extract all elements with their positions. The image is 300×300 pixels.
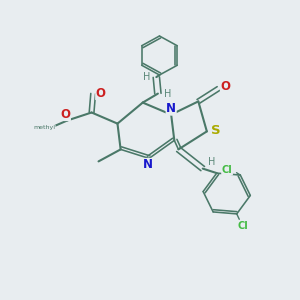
Text: H: H [164,88,172,99]
Text: Cl: Cl [237,221,248,232]
Text: methyl: methyl [33,125,55,130]
Text: N: N [142,158,152,172]
Text: H: H [142,72,150,82]
Text: S: S [211,124,220,137]
Text: O: O [220,80,230,94]
Text: O: O [96,86,106,100]
Text: N: N [166,102,176,115]
Text: H: H [208,157,215,167]
Text: Cl: Cl [222,165,232,175]
Text: O: O [60,107,70,121]
